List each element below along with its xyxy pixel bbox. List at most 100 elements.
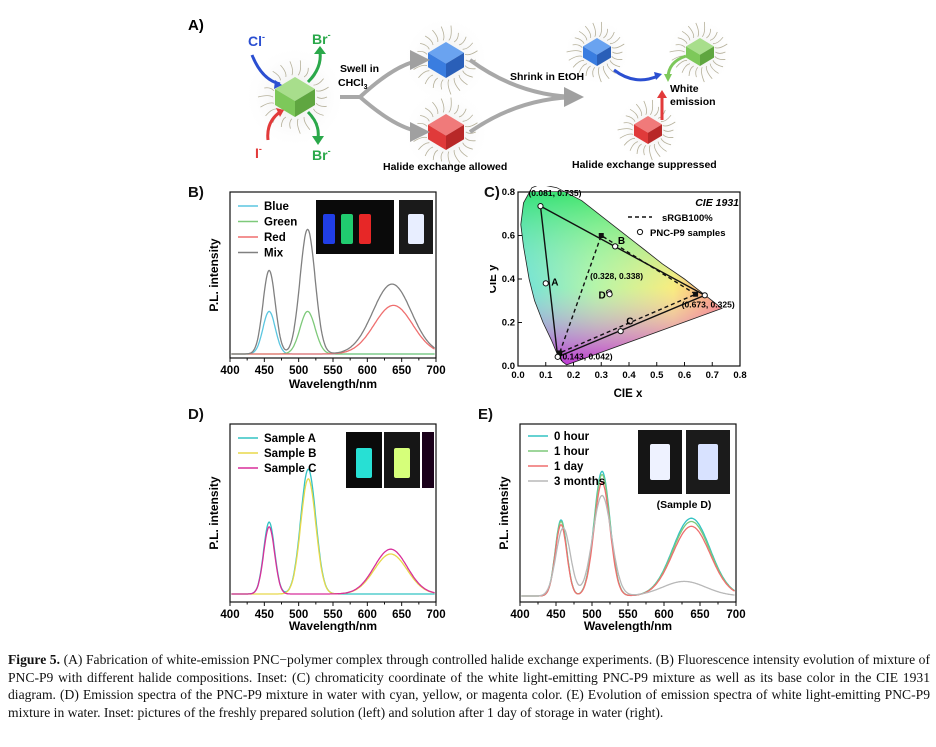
panel-b-letter: B) xyxy=(188,184,204,201)
cie-annotation: C xyxy=(626,317,633,328)
legend-label: 0 hour xyxy=(554,431,590,443)
swell-arrow-up xyxy=(358,50,430,99)
panel-d-ylabel: P.L. intensity xyxy=(207,476,221,549)
ligand-chain xyxy=(453,149,461,164)
perovskite-cube xyxy=(411,25,478,95)
ligand-chain xyxy=(418,70,430,78)
cie-annotation: B xyxy=(618,236,625,247)
y-tick-label: 0.2 xyxy=(502,318,515,329)
panel-b-xlabel: Wavelength/nm xyxy=(289,377,377,391)
spectrum-red xyxy=(231,304,435,355)
ligand-chain xyxy=(625,115,636,122)
panel-e-inset-photo xyxy=(638,430,730,494)
legend-pnc-marker xyxy=(636,228,644,236)
ligand-chain xyxy=(681,30,691,41)
x-tick-label: 400 xyxy=(510,609,529,621)
green-arrow-head xyxy=(664,74,672,82)
swell-solvent: CHCl xyxy=(338,77,364,89)
ligand-chain xyxy=(709,63,719,74)
x-tick-label: 0.2 xyxy=(567,370,580,381)
ligand-chain xyxy=(585,65,591,77)
panel-d-chart: 400 450 500 550 600 650 700 Wavelength/nm P.L.… xyxy=(207,423,446,632)
legend-label: Blue xyxy=(264,201,289,213)
ligand-chain xyxy=(654,106,659,117)
cube-top xyxy=(428,42,464,64)
ligand-chain xyxy=(272,70,281,81)
ligand-chain xyxy=(424,146,434,157)
ligand-chain xyxy=(675,44,686,48)
cie-annotation: A xyxy=(551,278,558,289)
panel-c-letter: C) xyxy=(484,184,500,201)
legend-label: Green xyxy=(264,217,297,229)
srgb-vertex xyxy=(598,233,604,238)
red-arrow-head xyxy=(657,90,667,98)
spectrum-mix xyxy=(231,228,435,355)
ligand-chain xyxy=(265,108,277,117)
x-tick-label: 0.8 xyxy=(733,370,746,381)
ligand-chain xyxy=(432,29,439,43)
ligand-chain xyxy=(316,96,328,99)
shrink-arrow-down xyxy=(468,87,584,134)
x-tick-label: 0.1 xyxy=(539,370,553,381)
ligand-chain xyxy=(629,108,639,119)
pnc-triangle xyxy=(539,204,707,358)
br-label-top: Br xyxy=(312,31,328,47)
x-tick-label: 650 xyxy=(690,609,709,621)
ligand-chain xyxy=(584,25,592,39)
ligand-chain xyxy=(574,37,585,44)
panel-d-xlabel: Wavelength/nm xyxy=(289,619,377,632)
cube-left xyxy=(275,89,295,117)
panel-c-ylabel: CIE y xyxy=(490,264,499,293)
ligand-chain xyxy=(606,63,616,74)
x-tick-label: 0.5 xyxy=(650,370,664,381)
ligand-chain xyxy=(313,78,324,86)
ligand-chain xyxy=(440,151,444,162)
cie-annotation: (0.081, 0.735) xyxy=(528,188,581,198)
ligand-chain xyxy=(432,77,438,89)
x-tick-label: 0.0 xyxy=(511,370,524,381)
svg-text:Br-: Br- xyxy=(312,30,331,47)
ligand-chain xyxy=(688,65,694,77)
cube-left xyxy=(686,46,700,66)
panel-d-inset-photo xyxy=(346,432,434,488)
ligand-chain xyxy=(447,79,452,95)
panel-a-letter: A) xyxy=(188,17,204,34)
cube-right xyxy=(446,52,464,78)
sample-point xyxy=(701,292,708,299)
ligand-chain xyxy=(462,142,473,150)
cube-top xyxy=(634,116,662,133)
panel-e-inset-label: (Sample D) xyxy=(657,499,712,511)
ligand-chain xyxy=(592,22,596,37)
ligand-chain xyxy=(572,44,583,48)
spectrum-blue xyxy=(231,310,435,355)
ligand-chain xyxy=(709,31,718,41)
ligand-chain xyxy=(448,25,452,41)
ligand-chain xyxy=(448,97,452,113)
ligand-chain xyxy=(458,74,468,86)
legend-label: Mix xyxy=(264,248,284,260)
ligand-chain xyxy=(592,66,596,78)
ligand-chain xyxy=(635,103,643,117)
br-arrow-top-head xyxy=(314,46,326,54)
srgb-vertex xyxy=(557,350,563,356)
svg-text:Cl-: Cl- xyxy=(248,32,265,49)
x-tick-label: 500 xyxy=(582,609,601,621)
ligand-chain xyxy=(432,101,439,115)
ligand-chain xyxy=(289,118,293,129)
y-tick-label: 0.6 xyxy=(502,231,515,242)
ligand-chain xyxy=(606,31,615,41)
br-arrow-top xyxy=(306,51,322,84)
ligand-chain xyxy=(260,102,275,108)
halide-suppressed-label: Halide exchange suppressed xyxy=(572,159,717,171)
ligand-chain xyxy=(619,133,634,139)
ligand-chain xyxy=(677,37,688,44)
ligand-chain xyxy=(701,67,705,83)
ligand-chain xyxy=(447,151,452,167)
ligand-chain xyxy=(296,118,301,134)
ligand-chain xyxy=(313,108,324,116)
ligand-chain xyxy=(464,137,476,142)
cie-annotation: (0.328, 0.338) xyxy=(590,271,643,281)
x-tick-label: 450 xyxy=(255,365,274,377)
perovskite-cube xyxy=(257,60,329,134)
ligand-chain xyxy=(602,65,610,80)
